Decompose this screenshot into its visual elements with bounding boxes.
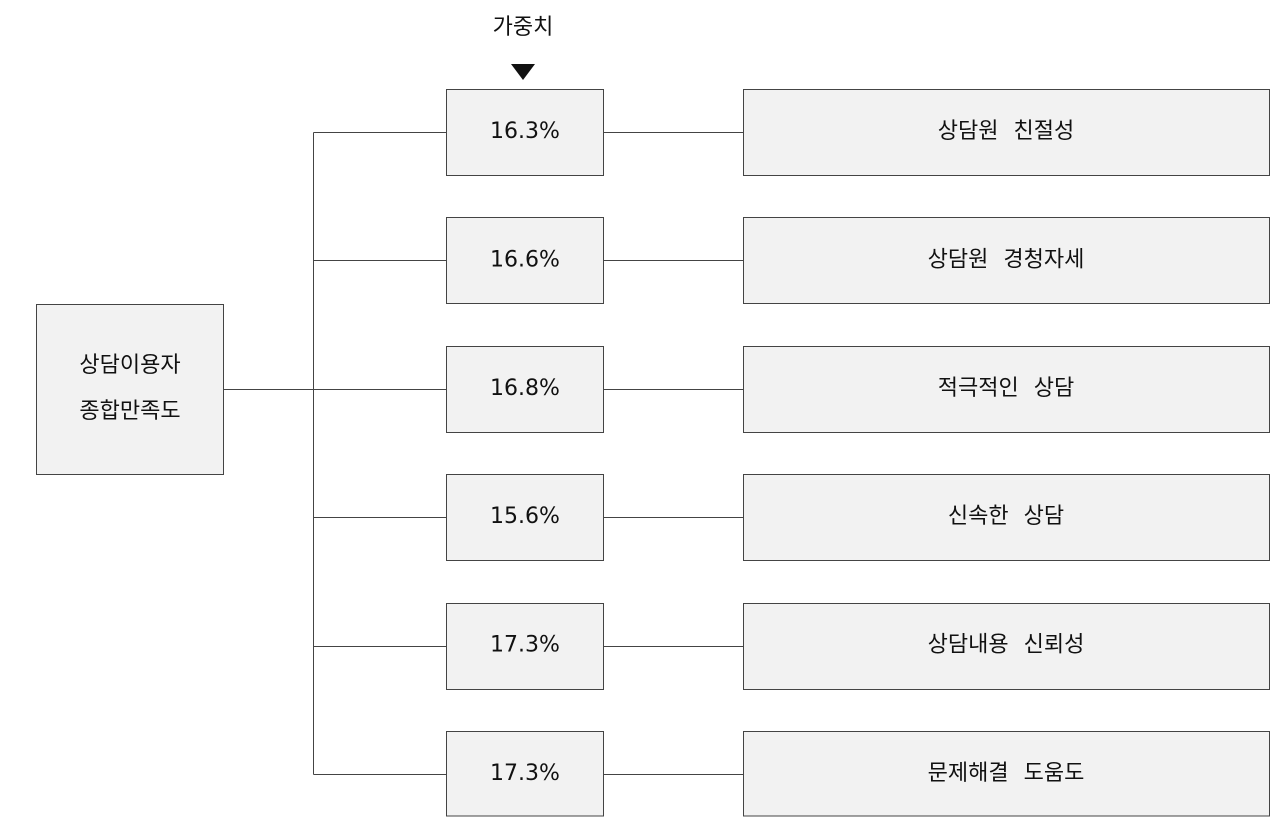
weight-box <box>446 603 604 690</box>
root-line: 상담이용자 <box>79 353 180 378</box>
weight: 16.3% <box>490 119 560 144</box>
label-box <box>743 731 1270 817</box>
label: 문제해결 도움도 <box>928 761 1085 786</box>
label: 상담내용 신뢰성 <box>928 633 1085 658</box>
label-box <box>743 217 1270 304</box>
weight: 16.8% <box>490 376 560 401</box>
weight-box <box>446 346 604 433</box>
label: 적극적인 상담 <box>938 376 1074 401</box>
weight-box <box>446 474 604 561</box>
label: 상담원 친절성 <box>938 119 1074 144</box>
weight-box <box>446 731 604 817</box>
weight: 15.6% <box>490 504 560 529</box>
label: 상담원 경청자세 <box>928 247 1085 272</box>
label-box <box>743 346 1270 433</box>
root-line: 종합만족도 <box>79 399 180 424</box>
arrow <box>511 64 535 80</box>
weight: 17.3% <box>490 761 560 786</box>
label-box <box>743 89 1270 176</box>
label: 신속한 상담 <box>948 504 1064 529</box>
weight: 17.3% <box>490 633 560 658</box>
label-box <box>743 603 1270 690</box>
weight-box <box>446 89 604 176</box>
weight: 16.6% <box>490 247 560 272</box>
weight-box <box>446 217 604 304</box>
label-box <box>743 474 1270 561</box>
header-title: 가중치 <box>493 15 554 40</box>
root-box <box>36 304 224 475</box>
